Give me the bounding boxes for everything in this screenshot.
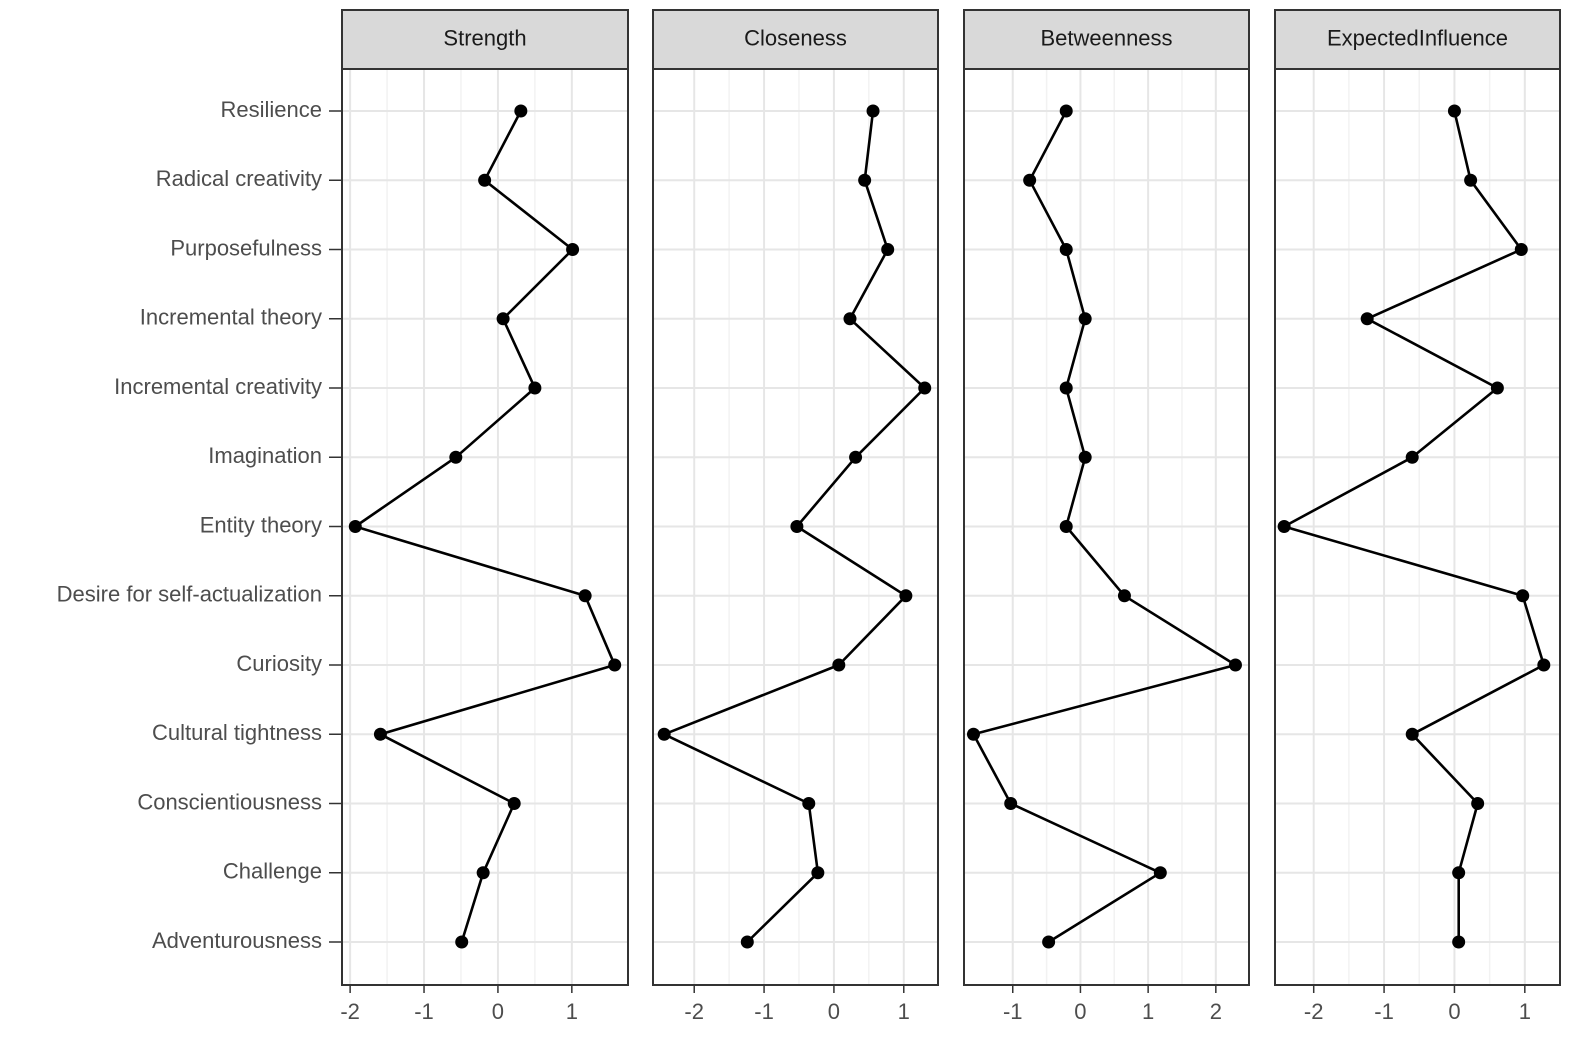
point (849, 450, 863, 464)
point (881, 243, 895, 256)
y-tick-label: Incremental creativity (114, 374, 322, 399)
point (832, 658, 846, 672)
strip-label: Strength (443, 25, 526, 50)
point (802, 797, 816, 810)
y-tick-label: Desire for self-actualization (57, 582, 322, 607)
y-tick-label: Resilience (221, 97, 323, 122)
point (608, 658, 622, 672)
panel-border (963, 68, 1250, 986)
point (790, 520, 804, 533)
point (566, 243, 580, 256)
strip (652, 9, 939, 70)
point (1464, 173, 1478, 187)
x-tick-label: -2 (1304, 999, 1324, 1024)
point (1490, 381, 1504, 395)
panel-border (1274, 68, 1561, 986)
point (1516, 589, 1530, 603)
point (843, 312, 857, 326)
strip (341, 9, 629, 70)
point (866, 104, 880, 118)
point (1405, 450, 1419, 464)
point (657, 727, 671, 741)
point (1153, 866, 1167, 880)
point (1023, 173, 1037, 187)
x-tick-label: 1 (566, 999, 578, 1024)
y-tick-label: Cultural tightness (152, 720, 322, 745)
point (1277, 520, 1291, 533)
point (373, 727, 387, 741)
point (1059, 381, 1073, 395)
y-tick-label: Radical creativity (156, 166, 322, 191)
strip (963, 9, 1250, 70)
x-tick-label: 0 (828, 999, 840, 1024)
point (1042, 935, 1056, 949)
point (1059, 243, 1073, 256)
panel-border (652, 68, 939, 986)
point (1514, 243, 1528, 256)
point (1228, 658, 1242, 672)
y-tick-label: Adventurousness (152, 928, 322, 953)
point (528, 381, 542, 395)
y-tick-label: Conscientiousness (137, 789, 322, 814)
x-tick-label: 1 (1142, 999, 1154, 1024)
point (1452, 866, 1466, 880)
x-tick-label: 1 (1519, 999, 1531, 1024)
point (966, 727, 980, 741)
point (1471, 797, 1485, 810)
point (1004, 797, 1018, 810)
x-tick-label: -2 (340, 999, 360, 1024)
x-tick-label: -1 (414, 999, 434, 1024)
strip-label: Betweenness (1040, 25, 1172, 50)
point (811, 866, 825, 880)
y-tick-label: Incremental theory (140, 305, 322, 330)
point (1078, 312, 1092, 326)
point (478, 173, 492, 187)
x-tick-label: 0 (1074, 999, 1086, 1024)
point (348, 520, 362, 533)
x-tick-label: -1 (1374, 999, 1394, 1024)
point (918, 381, 932, 395)
y-tick-label: Challenge (223, 859, 322, 884)
point (740, 935, 754, 949)
strip-label: Closeness (744, 25, 847, 50)
point (1452, 935, 1466, 949)
point (1059, 520, 1073, 533)
panel-border (341, 68, 629, 986)
x-tick-label: 0 (492, 999, 504, 1024)
y-tick-label: Entity theory (200, 512, 322, 537)
point (449, 450, 463, 464)
point (578, 589, 592, 603)
y-tick-label: Purposefulness (170, 235, 322, 260)
point (1059, 104, 1073, 118)
point (496, 312, 510, 326)
point (514, 104, 528, 118)
x-tick-label: -2 (684, 999, 704, 1024)
x-tick-label: 2 (1210, 999, 1222, 1024)
point (455, 935, 469, 949)
point (899, 589, 913, 603)
point (1117, 589, 1131, 603)
strip (1274, 9, 1561, 70)
point (1360, 312, 1374, 326)
point (476, 866, 490, 880)
x-tick-label: -1 (754, 999, 774, 1024)
strip-label: ExpectedInfluence (1327, 25, 1508, 50)
y-tick-label: Imagination (208, 443, 322, 468)
point (507, 797, 521, 810)
point (1078, 450, 1092, 464)
point (858, 173, 872, 187)
x-tick-label: 0 (1448, 999, 1460, 1024)
x-tick-label: 1 (898, 999, 910, 1024)
y-tick-label: Curiosity (236, 651, 322, 676)
point (1405, 727, 1419, 741)
x-tick-label: -1 (1003, 999, 1023, 1024)
point (1537, 658, 1551, 672)
point (1447, 104, 1461, 118)
